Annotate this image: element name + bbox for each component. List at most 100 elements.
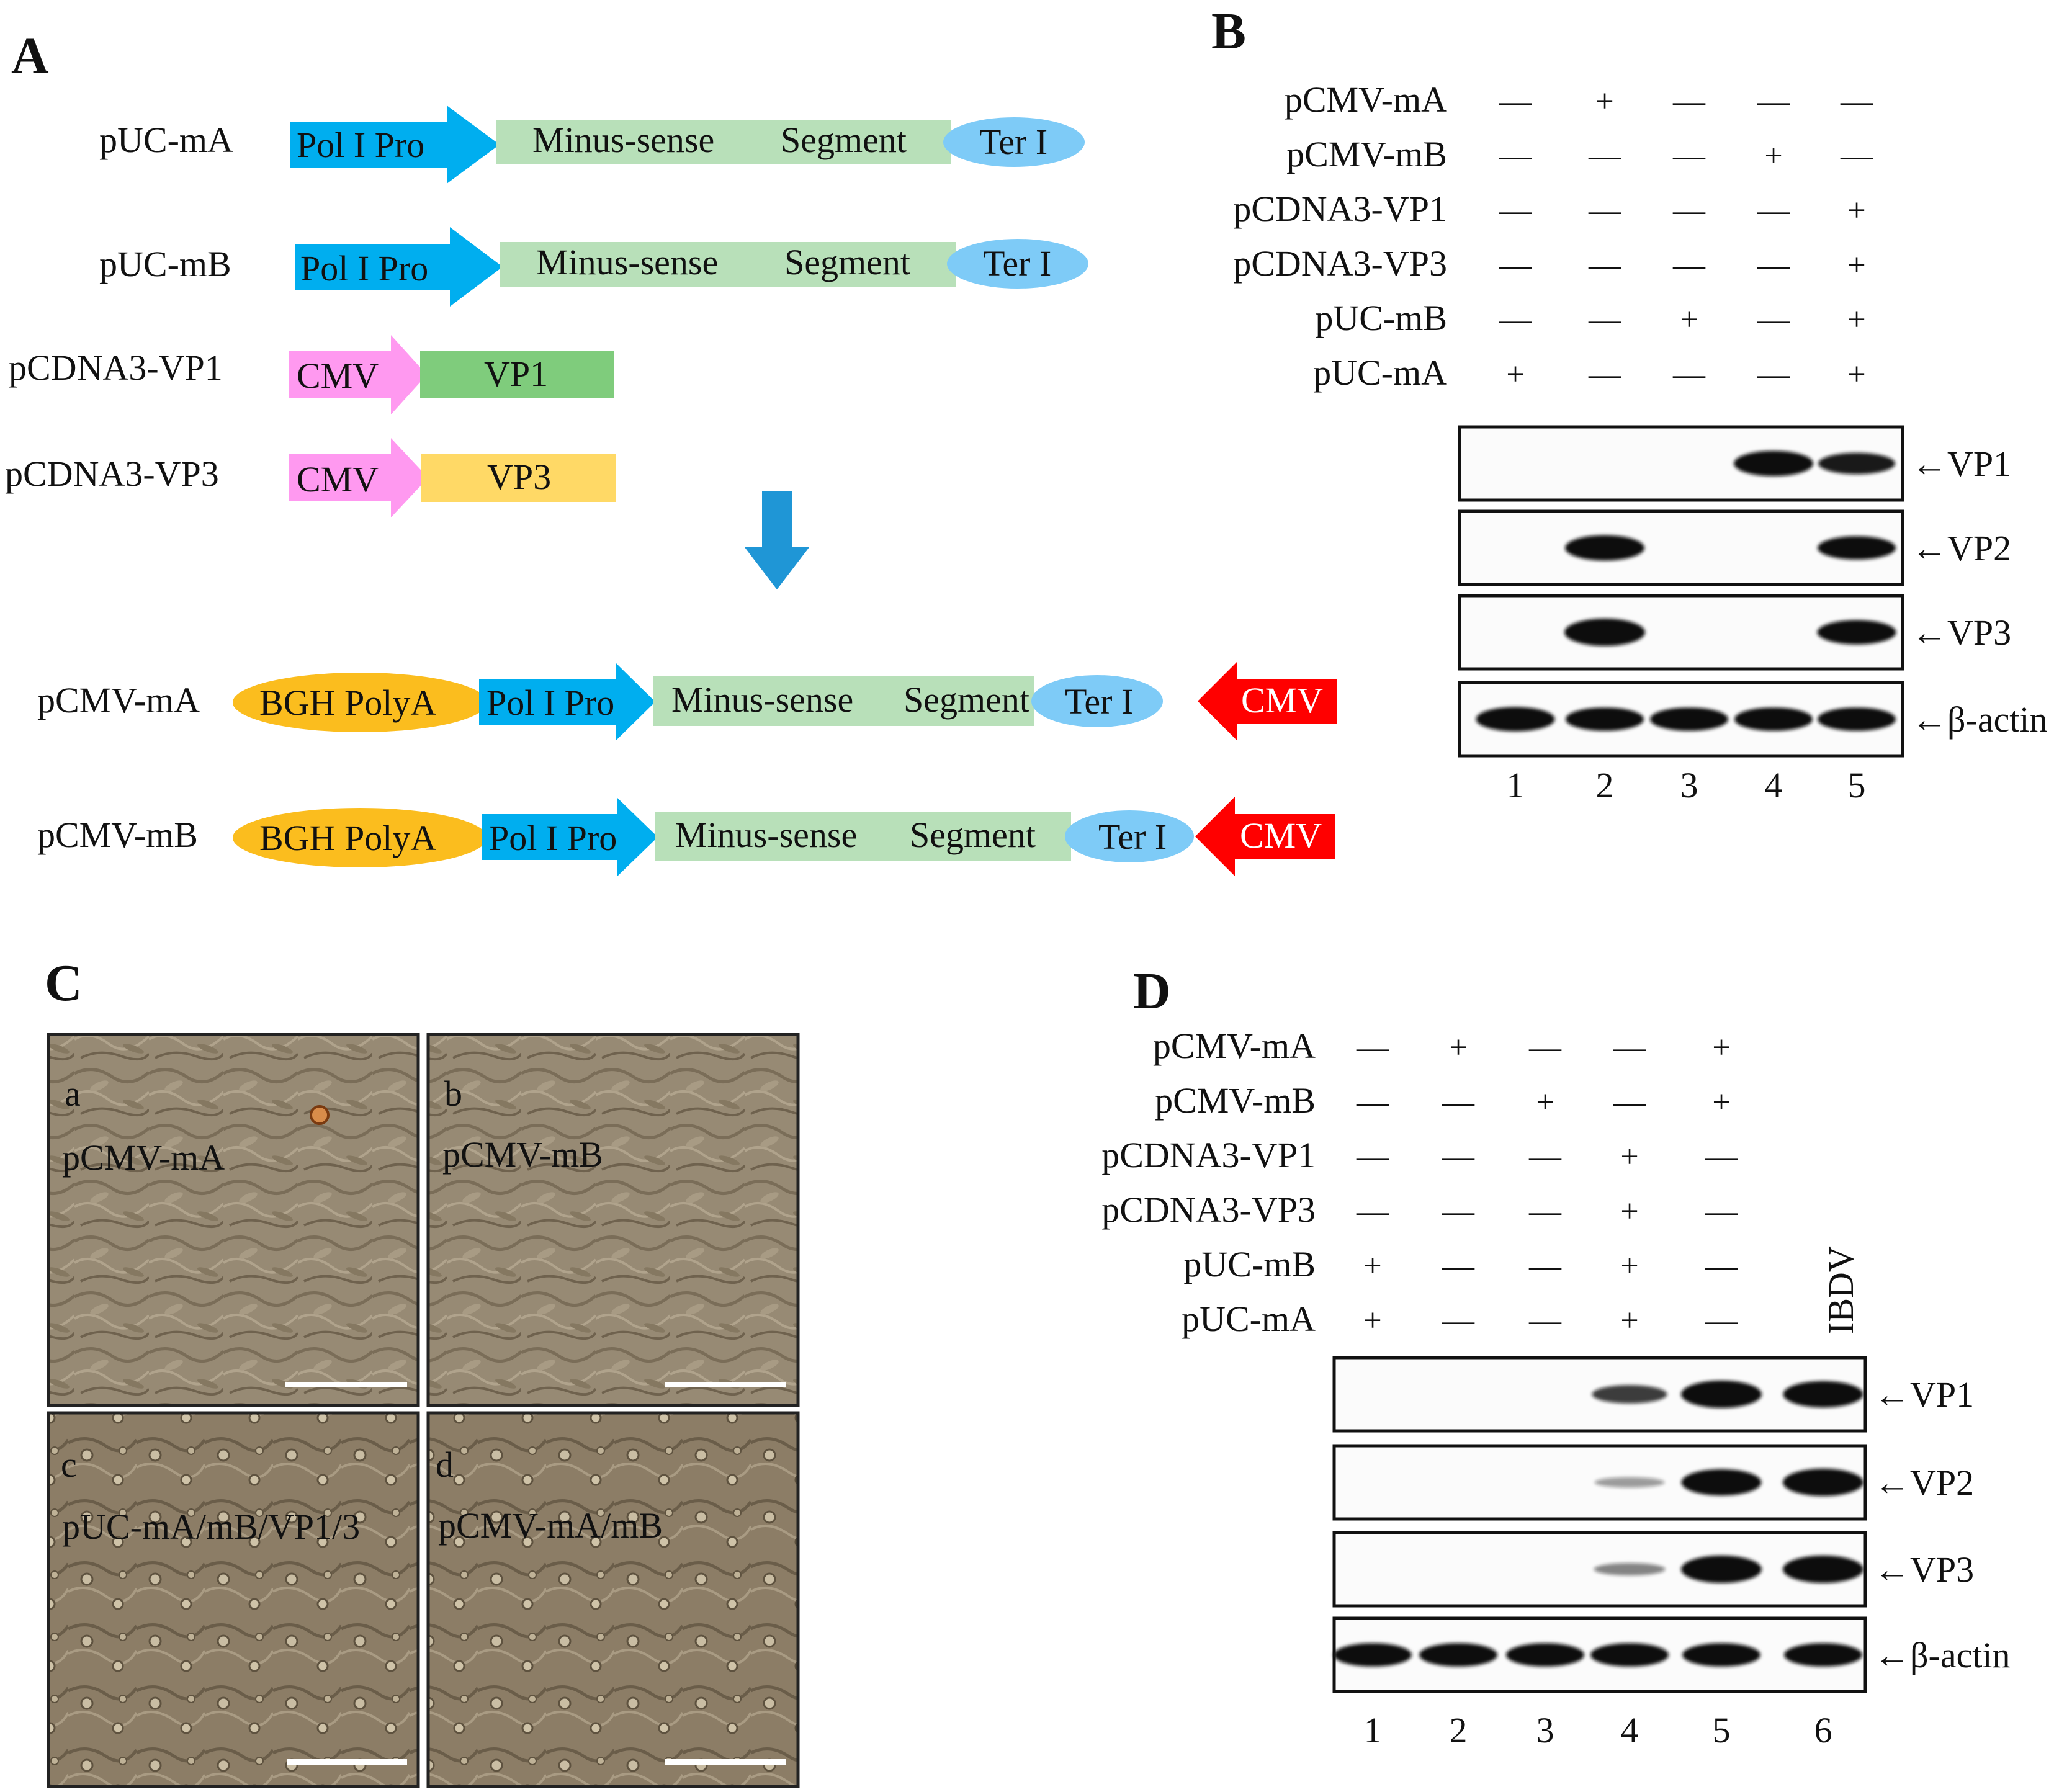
minus-sign: — bbox=[1757, 302, 1790, 338]
construct-puc-ma: pUC-mA Pol I Pro Minus-sense Segment Ter… bbox=[99, 105, 1085, 184]
panel-c: C a pCMV-mA b pCMV-mB c pUC-mA/mB/VP1/3 … bbox=[45, 954, 800, 1788]
condition-row-label: pCMV-mA bbox=[1153, 1026, 1316, 1066]
blot-protein-label: ←β-actin bbox=[1874, 1635, 2011, 1675]
pol-i-pro-arrow bbox=[482, 798, 658, 876]
segment-label-segment: Segment bbox=[781, 120, 907, 160]
bgh-polya-label: BGH PolyA bbox=[259, 818, 436, 858]
bgh-polya-ellipse bbox=[233, 808, 487, 867]
vp1-label: VP1 bbox=[484, 354, 548, 394]
pol-i-pro-label: Pol I Pro bbox=[297, 125, 424, 165]
blot-band bbox=[1590, 1643, 1669, 1667]
minus-sign: — bbox=[1442, 1085, 1475, 1120]
panel-d-condition-table: pCMV-mA — + — — + pCMV-mB — — + — + pCDNA3-VP1 — — — + — p… bbox=[1101, 1026, 1738, 1339]
plus-sign: + bbox=[1363, 1248, 1381, 1284]
blot-band bbox=[1419, 1643, 1497, 1667]
lane-number: 5 bbox=[1848, 765, 1866, 805]
micrograph-caption: pCMV-mA/mB bbox=[438, 1505, 663, 1546]
segment-label-minus: Minus-sense bbox=[536, 242, 718, 282]
blot-band bbox=[1734, 450, 1813, 477]
blot-band bbox=[1592, 1385, 1667, 1404]
segment-box bbox=[653, 676, 1034, 726]
minus-sign: — bbox=[1499, 138, 1532, 174]
vp3-label: VP3 bbox=[487, 457, 551, 497]
minus-sign: — bbox=[1356, 1085, 1389, 1120]
bgh-polya-ellipse bbox=[233, 673, 487, 732]
pol-i-pro-arrow bbox=[479, 663, 655, 741]
minus-sign: — bbox=[1705, 1194, 1738, 1229]
plus-sign: + bbox=[1847, 302, 1865, 338]
plus-sign: + bbox=[1449, 1030, 1467, 1065]
minus-sign: — bbox=[1672, 248, 1706, 283]
minus-sign: — bbox=[1499, 193, 1532, 228]
panel-b-letter: B bbox=[1211, 2, 1246, 60]
plus-sign: + bbox=[1620, 1303, 1638, 1338]
minus-sign: — bbox=[1757, 84, 1790, 119]
cmv-arrow bbox=[289, 438, 428, 517]
condition-row-label: pCDNA3-VP3 bbox=[1233, 243, 1447, 284]
condition-row-label: pCDNA3-VP3 bbox=[1101, 1189, 1316, 1230]
vp3-box bbox=[421, 454, 616, 502]
panel-b: B pCMV-mA — + — — — pCMV-mB — — — + — pCDNA3-VP1 — — — —… bbox=[1211, 2, 2048, 805]
micrograph-d: d pCMV-mA/mB bbox=[426, 1411, 800, 1788]
lane-number: 3 bbox=[1680, 765, 1698, 805]
minus-sign: — bbox=[1757, 193, 1790, 228]
blot-band bbox=[1818, 707, 1896, 731]
minus-sign: — bbox=[1588, 248, 1621, 283]
minus-sign: — bbox=[1528, 1194, 1562, 1229]
micrograph-caption: pCMV-mA bbox=[62, 1137, 225, 1178]
lane-number: 4 bbox=[1621, 1710, 1639, 1750]
construct-pcdna3-vp3: pCDNA3-VP3 CMV VP3 bbox=[5, 438, 616, 517]
minus-sign: — bbox=[1442, 1248, 1475, 1284]
micrograph-letter: a bbox=[65, 1073, 81, 1114]
segment-label-segment: Segment bbox=[784, 242, 910, 282]
plus-sign: + bbox=[1680, 302, 1698, 338]
blot-band bbox=[1594, 1477, 1665, 1488]
construct-puc-mb: pUC-mB Pol I Pro Minus-sense Segment Ter… bbox=[99, 227, 1088, 307]
micrograph-caption: pCMV-mB bbox=[442, 1134, 603, 1175]
panel-d-letter: D bbox=[1133, 962, 1171, 1020]
blot-band bbox=[1565, 535, 1644, 561]
segment-label-segment: Segment bbox=[904, 679, 1029, 720]
ter-i-label: Ter I bbox=[979, 122, 1047, 162]
pol-i-pro-arrow bbox=[290, 105, 500, 184]
segment-box bbox=[496, 120, 951, 164]
blot-band bbox=[1818, 536, 1896, 560]
micrograph-letter: d bbox=[436, 1445, 454, 1485]
blot-protein-label: ←VP2 bbox=[1874, 1463, 1974, 1503]
minus-sign: — bbox=[1672, 357, 1706, 392]
minus-sign: — bbox=[1672, 138, 1706, 174]
micrograph-c: c pUC-mA/mB/VP1/3 bbox=[47, 1411, 420, 1788]
micrograph-letter: b bbox=[444, 1073, 462, 1114]
ter-i-label: Ter I bbox=[1098, 817, 1167, 857]
ter-i-label: Ter I bbox=[983, 243, 1051, 284]
blot-band bbox=[1506, 1643, 1584, 1667]
construct-pcmv-ma: pCMV-mA BGH PolyA Pol I Pro Minus-sense … bbox=[37, 661, 1337, 741]
blot-band bbox=[1476, 707, 1555, 732]
blot-band bbox=[1783, 1469, 1863, 1496]
construct-label: pUC-mA bbox=[99, 120, 233, 160]
minus-sign: — bbox=[1528, 1303, 1562, 1338]
cmv-arrow bbox=[289, 335, 427, 414]
blot-protein-label: ←VP2 bbox=[1911, 528, 2011, 568]
ter-i-label: Ter I bbox=[1065, 681, 1133, 722]
minus-sign: — bbox=[1528, 1030, 1562, 1065]
cmv-label: CMV bbox=[297, 459, 379, 500]
condition-row-label: pCMV-mB bbox=[1286, 134, 1447, 174]
condition-row-label: pCMV-mB bbox=[1155, 1080, 1316, 1121]
panel-d: D pCMV-mA — + — — + pCMV-mB — — + — + pCDNA3-VP1 — — — +… bbox=[1101, 962, 2010, 1750]
blot-protein-label: ←β-actin bbox=[1911, 699, 2048, 740]
minus-sign: — bbox=[1356, 1139, 1389, 1175]
blot-band bbox=[1334, 1643, 1412, 1667]
blot-band bbox=[1783, 1556, 1863, 1583]
plus-sign: + bbox=[1620, 1194, 1638, 1229]
construct-pcdna3-vp1: pCDNA3-VP1 CMV VP1 bbox=[9, 335, 614, 414]
vp1-box bbox=[420, 351, 614, 398]
plus-sign: + bbox=[1764, 138, 1782, 174]
cmv-arrow bbox=[1195, 797, 1335, 876]
lane-number: 4 bbox=[1765, 765, 1783, 805]
blot-band bbox=[1734, 707, 1813, 731]
minus-sign: — bbox=[1705, 1303, 1738, 1338]
blot-band bbox=[1650, 707, 1728, 731]
condition-row-label: pUC-mA bbox=[1182, 1299, 1316, 1339]
down-arrow-icon bbox=[745, 491, 809, 589]
